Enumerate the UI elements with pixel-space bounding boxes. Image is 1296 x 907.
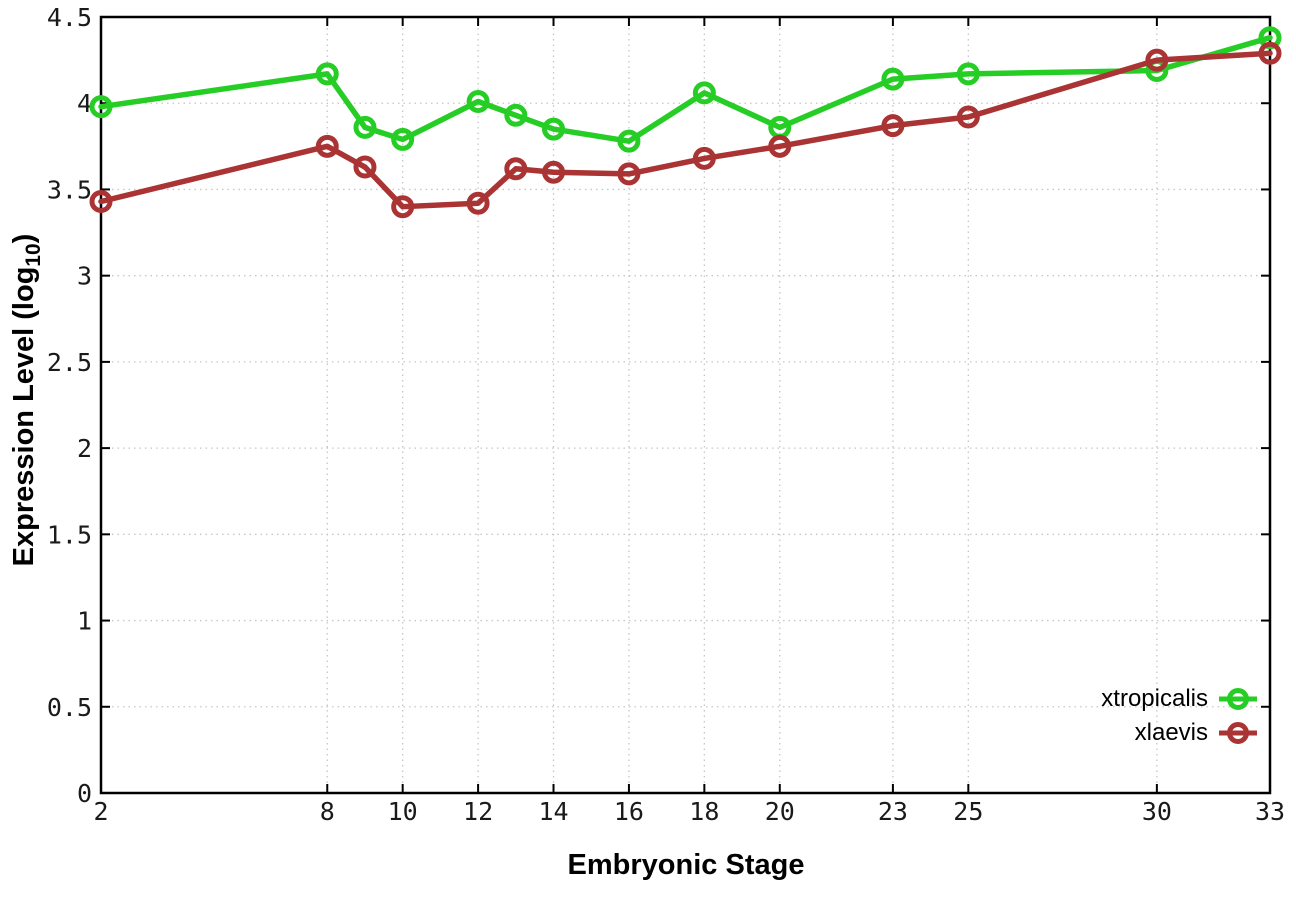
xlaevis-point	[315, 134, 339, 158]
tick-marks	[100, 16, 1271, 794]
legend-item-xtropicalis: xtropicalis	[1101, 682, 1258, 716]
xtropicalis-point	[956, 62, 980, 86]
x-tick-label: 30	[1142, 797, 1172, 826]
xtropicalis-point	[504, 103, 528, 127]
xlaevis-point	[504, 157, 528, 181]
y-axis-title: Expression Level (log10)	[8, 234, 46, 567]
x-axis-title: Embryonic Stage	[567, 849, 805, 881]
y-tick-label: 4	[77, 89, 92, 118]
x-tick-label: 12	[463, 797, 493, 826]
plot-border	[99, 15, 1272, 795]
x-tick-label: 18	[689, 797, 719, 826]
y-tick-label: 0.5	[47, 693, 92, 722]
x-tick-label: 2	[93, 797, 108, 826]
x-tick-label: 20	[765, 797, 795, 826]
legend-label-xlaevis: xlaevis	[1134, 719, 1208, 746]
y-tick-label: 3	[77, 262, 92, 291]
xtropicalis-point	[466, 89, 490, 113]
legend: xtropicalis xlaevis	[1101, 682, 1258, 750]
y-axis-title-subscript: 10	[22, 243, 46, 267]
xlaevis-line-marker-icon	[1219, 722, 1257, 744]
xlaevis-point	[617, 162, 641, 186]
xtropicalis-point	[881, 67, 905, 91]
xtropicalis-line	[98, 34, 1273, 144]
xlaevis-point	[353, 155, 377, 179]
x-tick-label: 25	[953, 797, 983, 826]
xtropicalis-point	[353, 115, 377, 139]
xlaevis-point	[881, 114, 905, 138]
x-tick-label: 16	[614, 797, 644, 826]
xlaevis-point	[466, 191, 490, 215]
legend-item-xlaevis: xlaevis	[1101, 716, 1258, 750]
y-tick-label: 1.5	[47, 520, 92, 549]
xlaevis-point	[391, 195, 415, 219]
gridlines	[101, 17, 1270, 793]
y-tick-label: 3.5	[47, 175, 92, 204]
xtropicalis-point	[692, 81, 716, 105]
legend-label-xtropicalis: xtropicalis	[1101, 685, 1208, 712]
y-axis-title-text: Expression Level (log	[7, 266, 40, 567]
series-xlaevis	[89, 41, 1282, 219]
xtropicalis-point	[391, 127, 415, 151]
xtropicalis-point	[89, 95, 113, 119]
x-tick-label: 10	[388, 797, 418, 826]
y-tick-label: 2	[77, 434, 92, 463]
x-tick-label: 14	[538, 797, 568, 826]
xlaevis-point	[768, 134, 792, 158]
series-xtropicalis	[89, 26, 1282, 153]
y-tick-label: 1	[77, 607, 92, 636]
x-tick-label: 33	[1255, 797, 1285, 826]
xtropicalis-point	[617, 129, 641, 153]
xlaevis-point	[542, 160, 566, 184]
y-tick-label: 2.5	[47, 348, 92, 377]
xtropicalis-line-marker-icon	[1219, 688, 1257, 710]
x-tick-label: 23	[878, 797, 908, 826]
xlaevis-line	[98, 50, 1273, 210]
xlaevis-point	[692, 146, 716, 170]
xlaevis-point	[956, 105, 980, 129]
x-tick-label: 8	[320, 797, 335, 826]
xlaevis-point	[1145, 48, 1169, 72]
y-tick-label: 0	[77, 779, 92, 808]
xtropicalis-point	[542, 117, 566, 141]
xlaevis-point	[1258, 41, 1282, 65]
y-axis-title-suffix: )	[7, 233, 40, 244]
xtropicalis-point	[315, 62, 339, 86]
y-tick-label: 4.5	[47, 3, 92, 32]
xlaevis-point	[89, 190, 113, 214]
tick-labels: 2 8 10 12 14 16 18 20 23 25 30 33 0 0.5 1 1.5 2 2.5 3 3.5 4 4…	[47, 3, 1285, 826]
